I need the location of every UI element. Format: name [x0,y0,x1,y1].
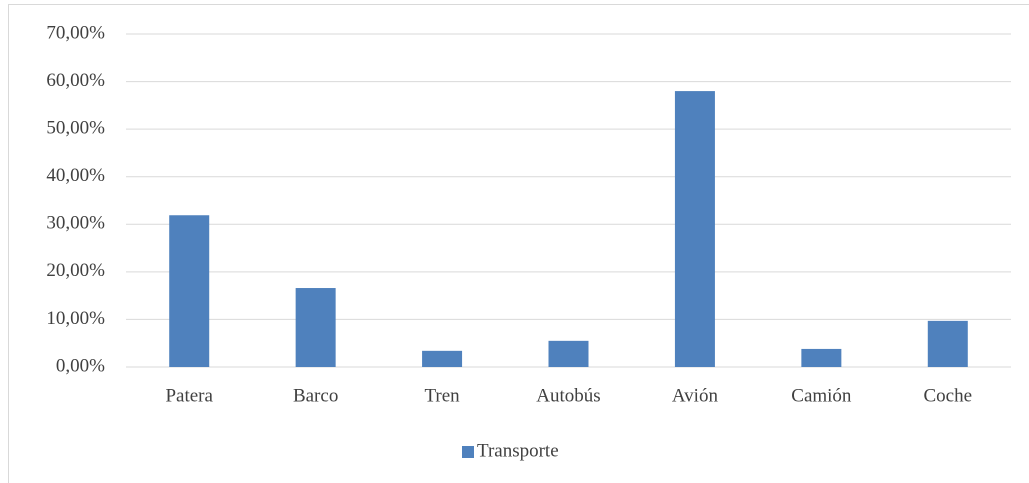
legend-swatch [462,446,474,458]
x-tick-label: Coche [924,385,973,406]
y-tick-label: 0,00% [56,355,105,376]
bar [674,91,715,367]
y-tick-label: 50,00% [46,118,105,139]
bar [422,350,463,367]
legend-label: Transporte [477,440,559,461]
y-tick-label: 20,00% [46,260,105,281]
y-tick-label: 70,00% [46,22,105,43]
y-tick-label: 40,00% [46,165,105,186]
x-tick-label: Barco [293,385,338,406]
bar [927,320,968,367]
x-tick-label: Camión [791,385,852,406]
x-tick-label: Autobús [536,385,600,406]
y-tick-label: 30,00% [46,213,105,234]
bar [801,348,842,367]
y-tick-label: 10,00% [46,308,105,329]
x-tick-label: Patera [165,385,213,406]
y-tick-label: 60,00% [46,70,105,91]
x-tick-label: Tren [424,385,460,406]
x-tick-label: Avión [672,385,719,406]
bar [295,288,336,367]
bar [548,340,589,367]
bar [169,215,210,367]
chart-frame [8,4,1029,483]
